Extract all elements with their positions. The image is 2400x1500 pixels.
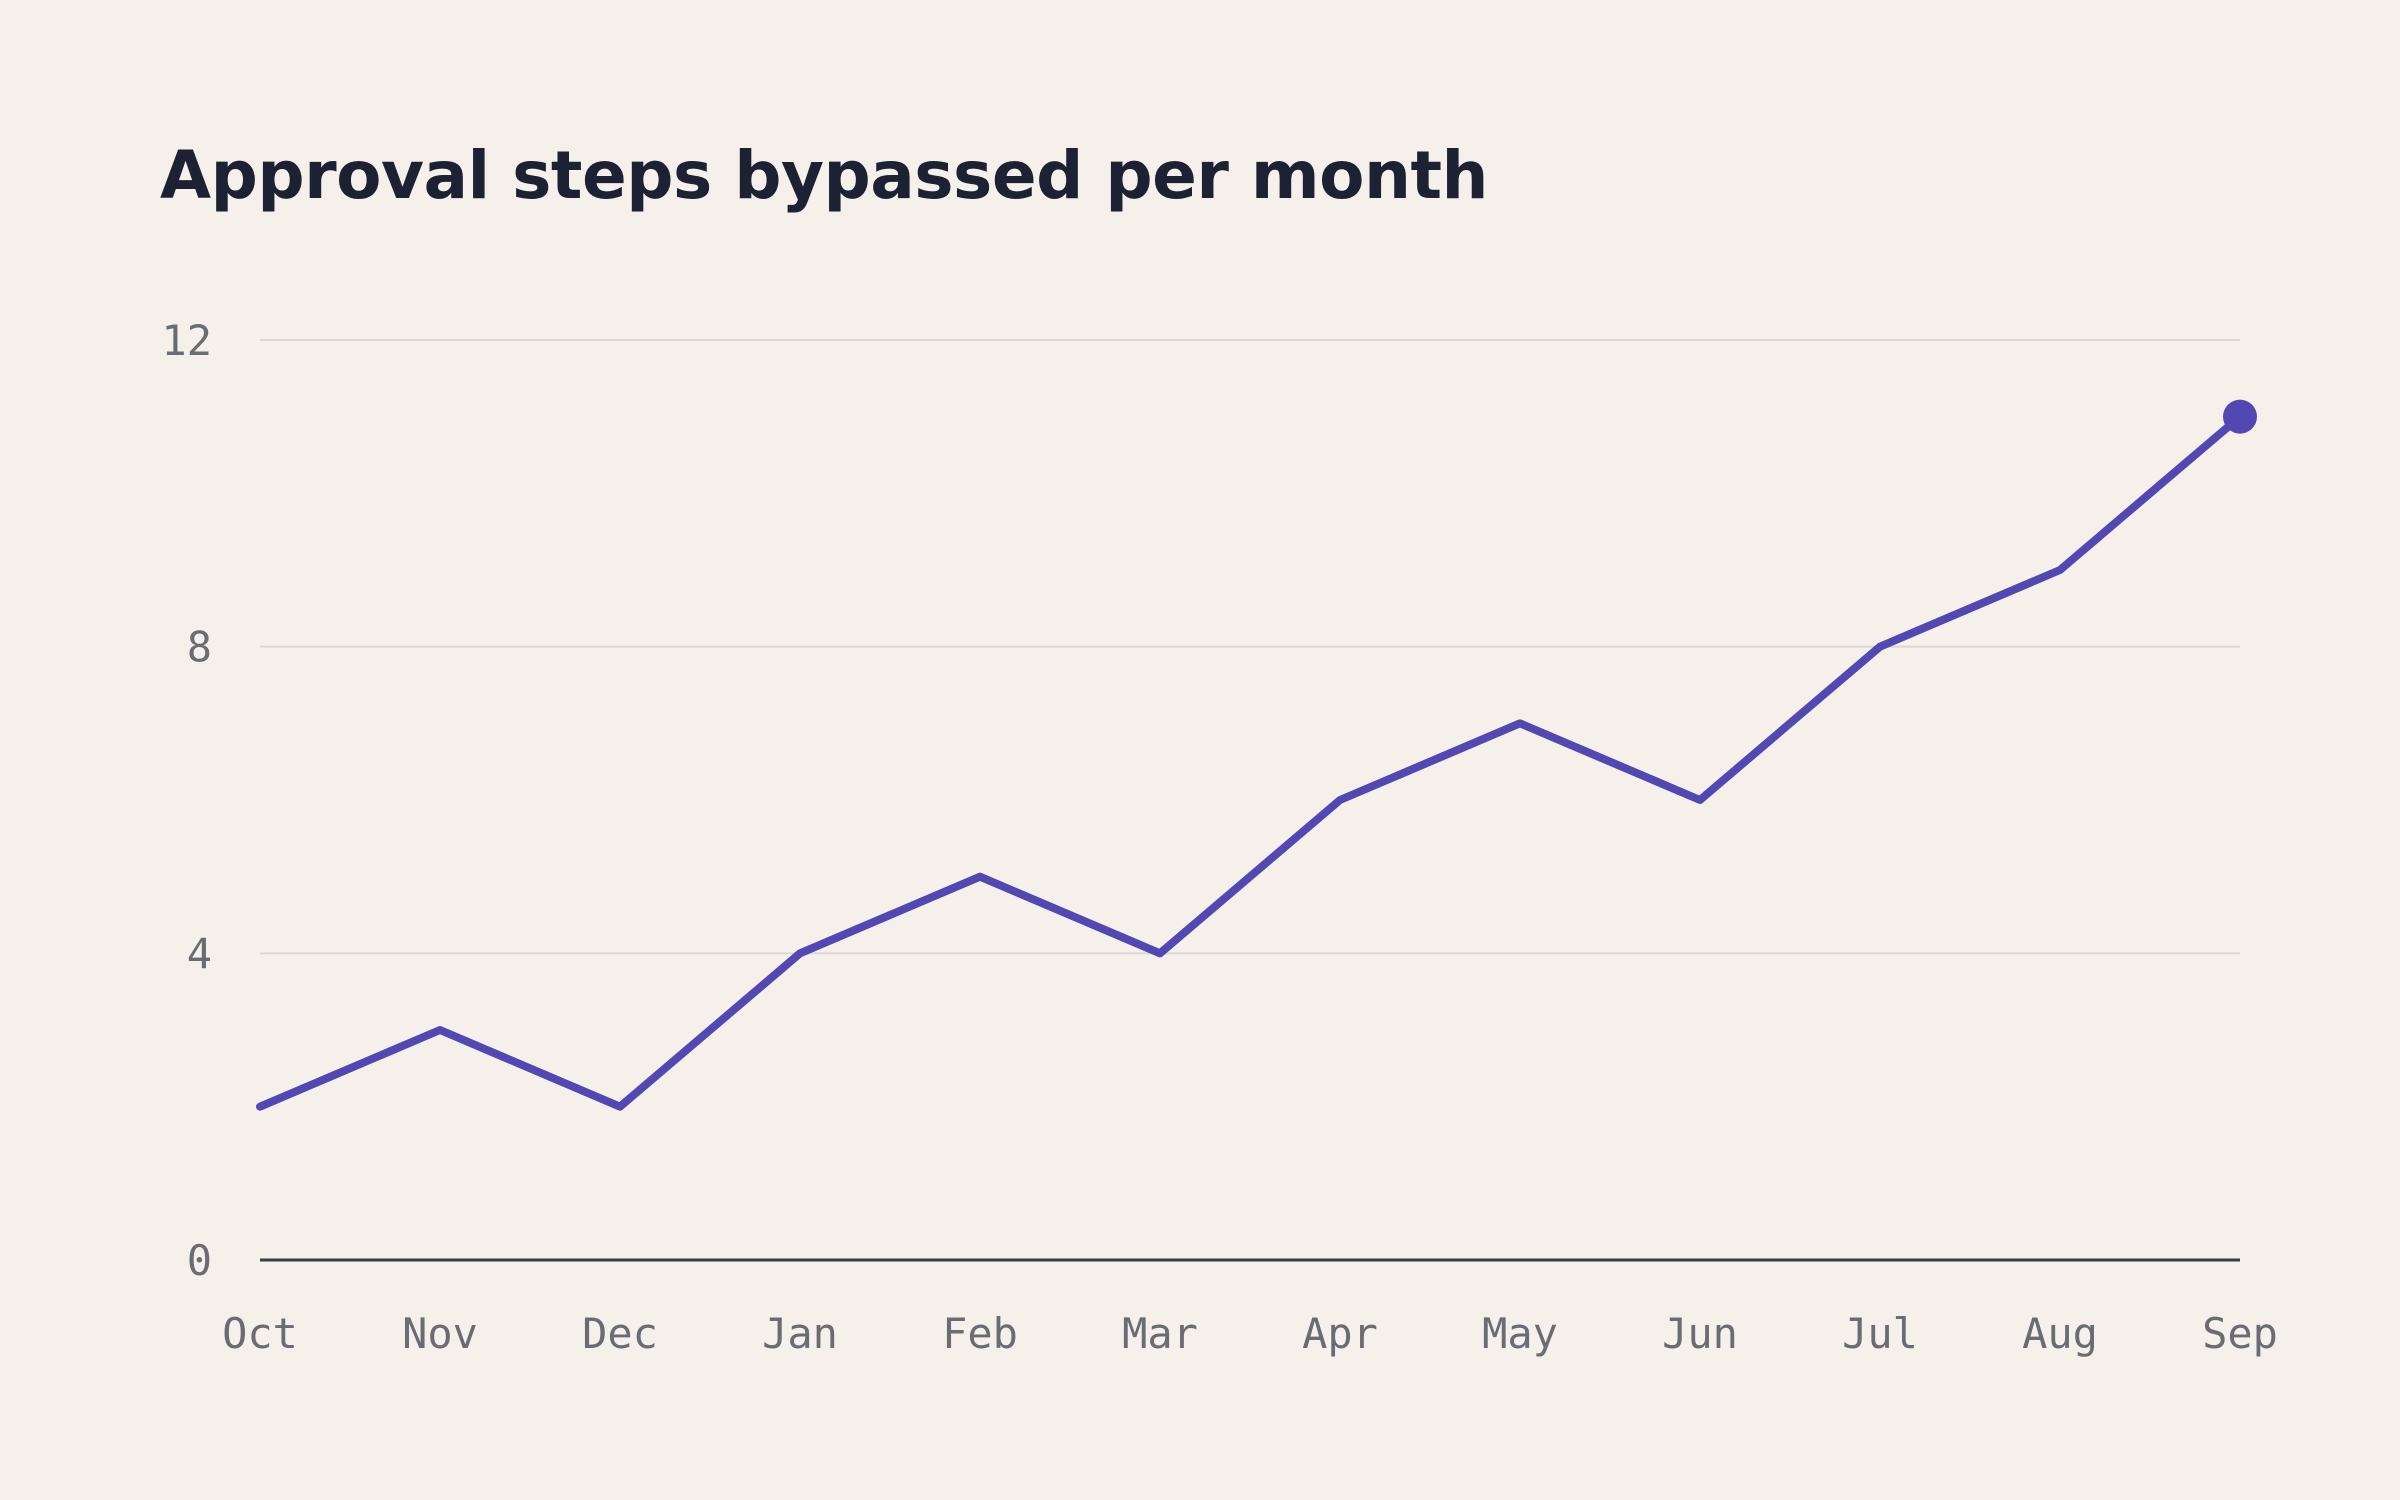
chart-title: Approval steps bypassed per month	[160, 137, 1489, 214]
data-point-oct	[256, 1103, 264, 1111]
x-axis-tick-labels: Oct Nov Dec Jan Feb Mar Apr May Jun Jul Aug Sep	[222, 1309, 2278, 1358]
highlight-point-sep	[2223, 399, 2257, 434]
y-axis-tick-labels: 0 4 8 12	[161, 316, 212, 1285]
x-tick-label-apr: Apr	[1302, 1309, 1378, 1358]
data-point-dec	[616, 1103, 624, 1111]
y-tick-label: 4	[187, 929, 212, 978]
x-tick-label-nov: Nov	[402, 1309, 478, 1358]
data-points	[256, 399, 2257, 1111]
x-tick-label-sep: Sep	[2202, 1309, 2278, 1358]
y-tick-label: 12	[161, 316, 212, 365]
data-point-may	[1516, 719, 1524, 727]
x-tick-label-oct: Oct	[222, 1309, 298, 1358]
data-point-mar	[1156, 949, 1164, 957]
data-point-jan	[796, 949, 804, 957]
data-point-jul	[1876, 643, 1884, 651]
data-point-apr	[1336, 796, 1344, 804]
x-tick-label-jun: Jun	[1662, 1309, 1738, 1358]
x-tick-label-mar: Mar	[1122, 1309, 1198, 1358]
data-point-jun	[1696, 796, 1704, 804]
y-tick-label: 8	[187, 623, 212, 672]
series-line	[256, 412, 2244, 1111]
x-tick-label-feb: Feb	[942, 1309, 1018, 1358]
data-point-feb	[976, 873, 984, 881]
gridlines	[260, 339, 2240, 955]
x-tick-label-aug: Aug	[2022, 1309, 2098, 1358]
x-tick-label-jan: Jan	[762, 1309, 838, 1358]
data-point-nov	[436, 1026, 444, 1034]
y-tick-label: 0	[187, 1236, 212, 1285]
x-tick-label-dec: Dec	[582, 1309, 658, 1358]
data-point-aug	[2056, 566, 2064, 574]
x-tick-label-jul: Jul	[1842, 1309, 1918, 1358]
x-tick-label-may: May	[1482, 1309, 1558, 1358]
